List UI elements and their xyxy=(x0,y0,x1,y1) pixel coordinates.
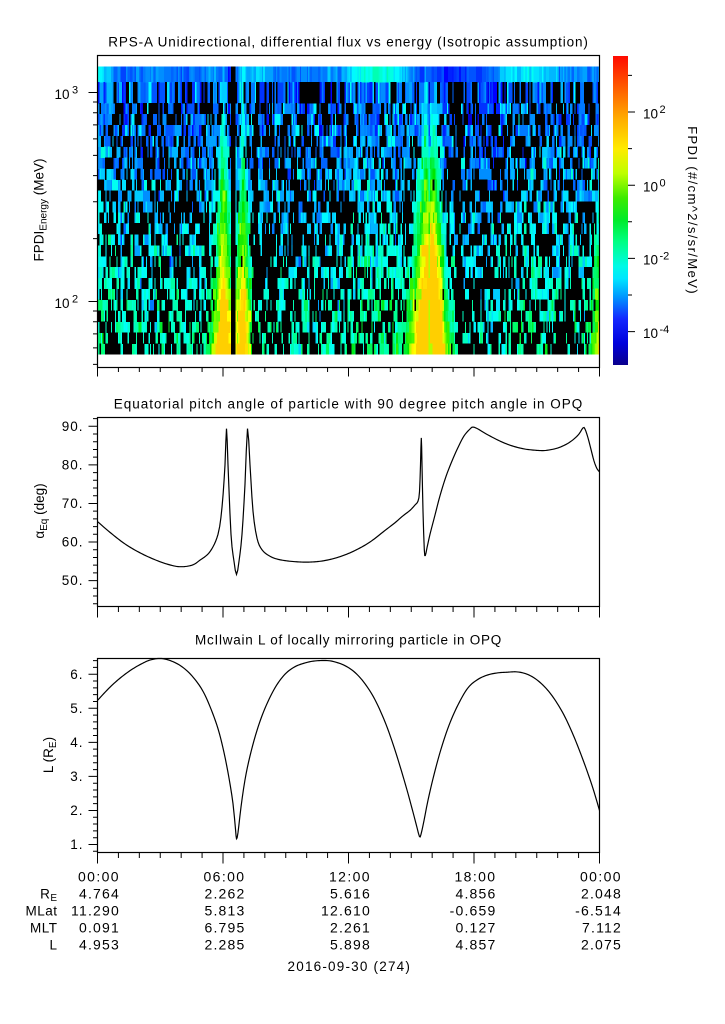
svg-text:2016-09-30 (274): 2016-09-30 (274) xyxy=(288,959,412,974)
svg-text:6.795: 6.795 xyxy=(204,920,245,936)
svg-text:-0.659: -0.659 xyxy=(450,903,497,919)
svg-text:4.857: 4.857 xyxy=(455,937,496,953)
svg-text:2.075: 2.075 xyxy=(581,937,622,953)
svg-text:5.616: 5.616 xyxy=(330,886,371,902)
svg-text:4.764: 4.764 xyxy=(79,886,120,902)
svg-text:-6.514: -6.514 xyxy=(575,903,622,919)
svg-text:00:00: 00:00 xyxy=(78,869,120,885)
svg-text:10: 10 xyxy=(643,253,658,268)
svg-text:10: 10 xyxy=(54,87,69,102)
svg-text:RPS-A Unidirectional, differen: RPS-A Unidirectional, differential flux … xyxy=(108,35,588,50)
svg-text:7.112: 7.112 xyxy=(582,920,622,936)
svg-text:FPDIEnergy (MeV): FPDIEnergy (MeV) xyxy=(32,159,50,262)
svg-text:2: 2 xyxy=(72,294,78,306)
svg-text:60.: 60. xyxy=(62,535,84,550)
svg-text:3: 3 xyxy=(72,85,78,97)
svg-text:2.: 2. xyxy=(70,803,83,818)
svg-text:10: 10 xyxy=(643,326,658,341)
svg-text:4.856: 4.856 xyxy=(455,886,496,902)
svg-text:10: 10 xyxy=(643,180,658,195)
svg-text:1.: 1. xyxy=(70,837,83,852)
svg-text:90.: 90. xyxy=(62,419,84,434)
svg-text:12:00: 12:00 xyxy=(329,869,371,885)
svg-text:-4: -4 xyxy=(660,324,670,336)
svg-text:10: 10 xyxy=(643,106,658,121)
svg-text:FPDI (#/cm^2/s/sr/MeV): FPDI (#/cm^2/s/sr/MeV) xyxy=(685,126,700,295)
svg-text:18:00: 18:00 xyxy=(454,869,496,885)
svg-text:MLT: MLT xyxy=(30,921,58,936)
svg-text:2: 2 xyxy=(660,104,666,116)
svg-text:3.: 3. xyxy=(70,769,83,784)
svg-text:00:00: 00:00 xyxy=(580,869,622,885)
svg-text:50.: 50. xyxy=(62,573,84,588)
svg-text:2.262: 2.262 xyxy=(204,886,245,902)
svg-text:80.: 80. xyxy=(62,457,84,472)
svg-text:2.048: 2.048 xyxy=(581,886,622,902)
svg-text:0: 0 xyxy=(660,177,666,189)
svg-text:5.: 5. xyxy=(70,701,83,716)
svg-text:4.: 4. xyxy=(70,735,83,750)
svg-text:6.: 6. xyxy=(70,667,83,682)
svg-text:MLat: MLat xyxy=(25,904,57,919)
svg-text:06:00: 06:00 xyxy=(203,869,245,885)
svg-text:11.290: 11.290 xyxy=(71,903,120,919)
svg-text:5.813: 5.813 xyxy=(204,903,245,919)
svg-text:L: L xyxy=(49,938,57,953)
svg-text:70.: 70. xyxy=(62,496,84,511)
svg-text:4.953: 4.953 xyxy=(79,937,120,953)
svg-text:0.127: 0.127 xyxy=(455,920,496,936)
svg-text:10: 10 xyxy=(54,296,69,311)
svg-text:-2: -2 xyxy=(660,251,670,263)
svg-text:2.261: 2.261 xyxy=(330,920,371,936)
svg-text:2.285: 2.285 xyxy=(204,937,245,953)
svg-text:12.610: 12.610 xyxy=(321,903,371,919)
svg-text:Equatorial pitch angle of part: Equatorial pitch angle of particle with … xyxy=(114,397,584,412)
svg-text:5.898: 5.898 xyxy=(330,937,371,953)
svg-text:McIlwain L of locally mirrorin: McIlwain L of locally mirroring particle… xyxy=(195,633,502,648)
svg-text:0.091: 0.091 xyxy=(79,920,120,936)
